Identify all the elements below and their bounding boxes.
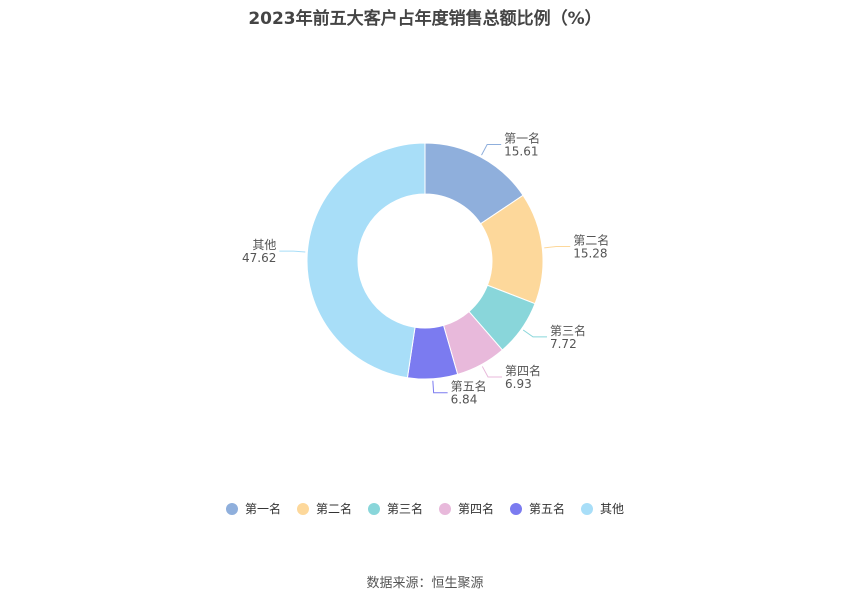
legend-label: 第三名: [386, 502, 423, 516]
legend-marker-icon: [225, 502, 238, 515]
slice-label-value-4: 6.93: [505, 377, 532, 391]
legend-item-3[interactable]: 第三名: [367, 500, 423, 517]
slice-label-name-6: 其他: [252, 238, 276, 252]
leader-line-5: [432, 380, 448, 394]
chart-title: 2023年前五大客户占年度销售总额比例（%）: [248, 9, 602, 29]
leader-line-1: [481, 144, 502, 156]
legend-marker-icon: [367, 502, 380, 515]
legend-marker-icon: [510, 502, 523, 515]
slice-label-name-1: 第一名: [504, 131, 540, 146]
leader-line-3: [522, 329, 547, 338]
slice-label-value-2: 15.28: [573, 247, 607, 261]
slice-label-value-3: 7.72: [550, 337, 577, 351]
chart-legend: 第一名 第二名 第三名 第四名 第五名 其他: [0, 500, 850, 517]
slice-label-name-5: 第五名: [451, 379, 487, 394]
legend-label: 第二名: [315, 502, 352, 516]
legend-marker-icon: [581, 502, 594, 515]
legend-label: 其他: [600, 502, 625, 516]
donut-slice-6[interactable]: [306, 142, 426, 379]
legend-item-1[interactable]: 第一名: [225, 500, 281, 517]
slice-label-value-1: 15.61: [504, 145, 538, 159]
leader-line-2: [544, 246, 571, 249]
slice-label-name-2: 第二名: [573, 233, 609, 248]
leader-line-6: [279, 250, 306, 253]
slice-label-value-5: 6.84: [451, 393, 478, 407]
legend-item-5[interactable]: 第五名: [510, 500, 565, 517]
legend-item-4[interactable]: 第四名: [439, 500, 494, 517]
legend-marker-icon: [439, 502, 451, 515]
legend-item-6[interactable]: 其他: [581, 500, 624, 517]
legend-label: 第一名: [244, 502, 281, 516]
data-source-note: 数据来源：恒生聚源: [366, 576, 484, 591]
leader-line-4: [481, 366, 503, 378]
legend-label: 第五名: [529, 502, 566, 516]
legend-label: 第四名: [458, 502, 495, 516]
slice-label-name-3: 第三名: [550, 323, 586, 338]
legend-marker-icon: [296, 502, 309, 515]
legend-item-2[interactable]: 第二名: [296, 500, 352, 517]
slice-label-name-4: 第四名: [505, 363, 541, 378]
slice-label-value-6: 47.62: [242, 251, 276, 265]
